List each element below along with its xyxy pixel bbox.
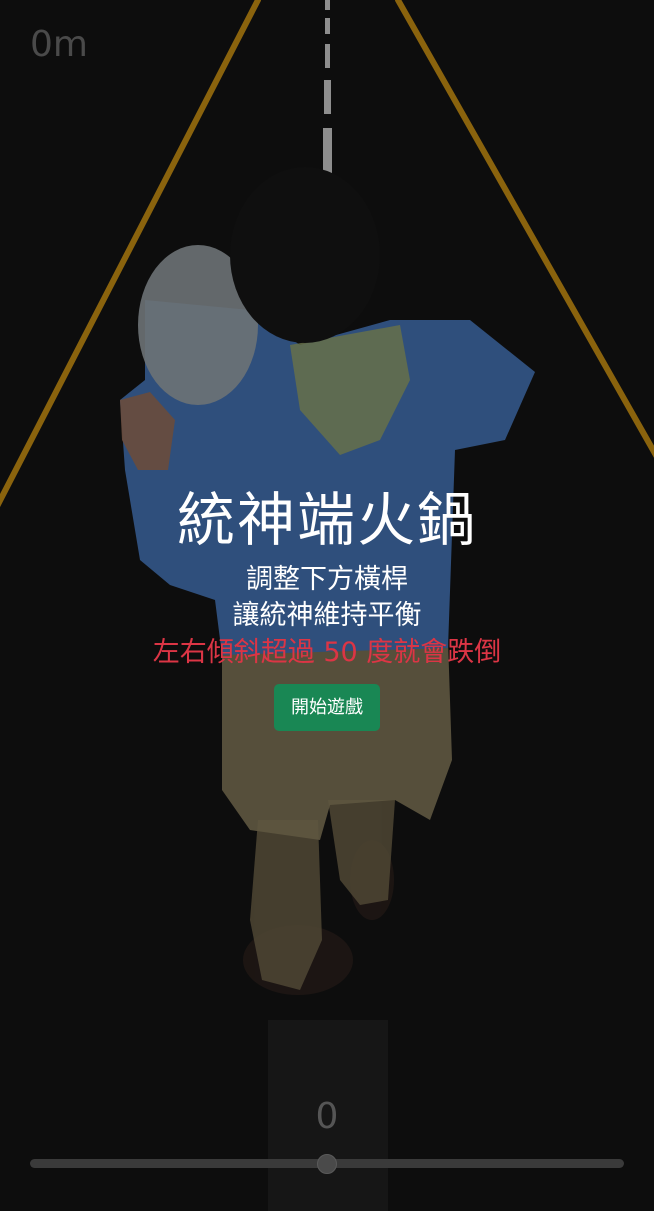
balance-slider-thumb[interactable] [317,1154,337,1174]
player-collar [290,325,410,455]
distance-counter: 0m [30,24,88,65]
player-legs [250,800,395,990]
road-left-line [0,0,261,508]
road-center-dashes [323,0,332,180]
player-arm [120,392,175,470]
warning-text: 左右傾斜超過 50 度就會跌倒 [152,637,502,668]
start-overlay: 統神端火鍋 調整下方橫桿 讓統神維持平衡 左右傾斜超過 50 度就會跌倒 開始遊… [0,478,654,731]
road-lower-glow [268,1020,388,1211]
road-right-line [395,0,654,458]
instruction-line-1: 調整下方橫桿 [246,564,408,595]
tilt-angle-readout: 0 [315,1096,339,1137]
instruction-line-2: 讓統神維持平衡 [232,600,422,631]
start-game-button[interactable]: 開始遊戲 [274,684,380,731]
player-head [230,167,380,343]
game-title: 統神端火鍋 [176,486,477,554]
player-pot [138,245,258,405]
